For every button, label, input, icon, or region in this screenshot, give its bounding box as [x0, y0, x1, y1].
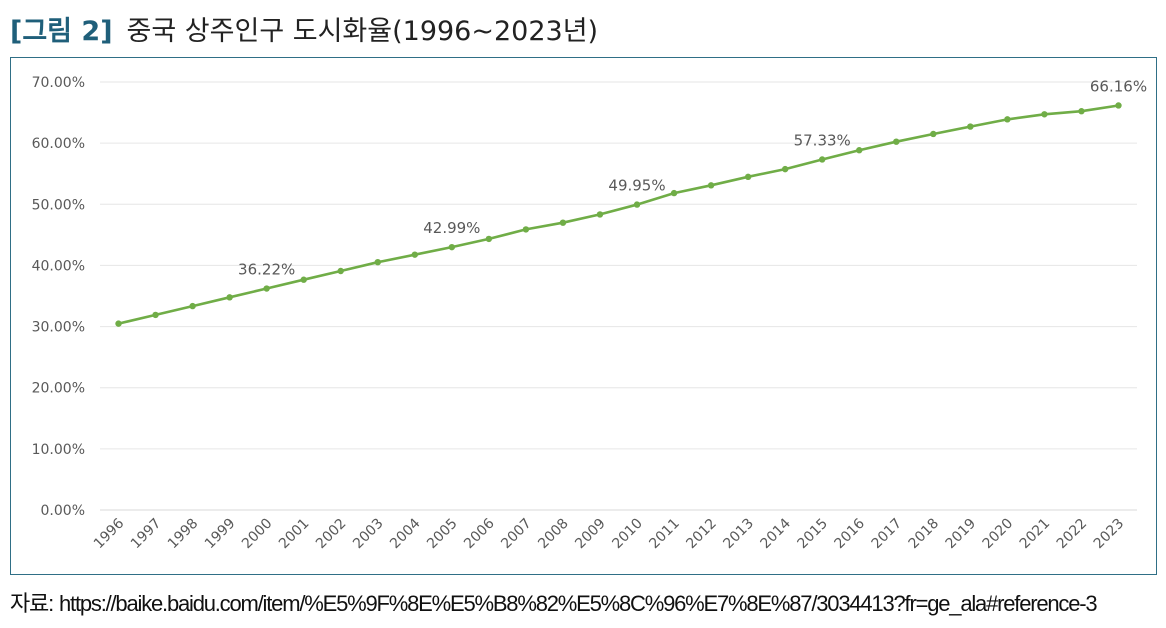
x-tick-label: 2014	[757, 515, 794, 552]
data-point	[559, 219, 567, 226]
data-point	[189, 302, 196, 310]
x-tick-label: 1996	[91, 515, 128, 552]
data-point	[744, 173, 752, 181]
data-point	[337, 267, 344, 275]
x-tick-label: 2018	[906, 516, 943, 553]
x-tick-label: 2010	[609, 516, 646, 553]
y-tick-label: 30.00%	[32, 320, 85, 336]
chart-area: 0.00% 10.00% 20.00% 30.00% 40.00% 50.00% 60.00…	[10, 57, 1157, 575]
data-point	[818, 156, 826, 163]
data-label: 36.22%	[238, 261, 295, 279]
data-point	[596, 211, 604, 218]
x-tick-label: 2013	[720, 516, 757, 553]
figure-number: [그림 2]	[10, 15, 113, 47]
source-label: 자료:	[10, 591, 54, 616]
x-tick-label: 1999	[202, 516, 239, 553]
y-tick-label: 40.00%	[32, 258, 85, 274]
data-label: 42.99%	[423, 219, 480, 237]
y-tick-label: 60.00%	[32, 136, 85, 152]
y-tick-label: 10.00%	[32, 442, 85, 458]
data-point	[485, 235, 493, 243]
data-point	[930, 130, 937, 138]
series-line	[117, 104, 1120, 325]
x-tick-label: 2016	[832, 515, 869, 552]
line-chart: 0.00% 10.00% 20.00% 30.00% 40.00% 50.00% 60.00…	[32, 75, 1147, 553]
data-point	[263, 285, 270, 292]
data-label: 57.33%	[794, 131, 851, 149]
data-point	[967, 123, 974, 130]
x-tick-label: 2004	[387, 515, 424, 552]
figure-title: [그림 2] 중국 상주인구 도시화율(1996~2023년)	[10, 8, 598, 48]
x-tick-label: 2023	[1091, 516, 1128, 553]
x-tick-label: 2009	[572, 516, 609, 553]
data-point	[670, 189, 678, 197]
data-point	[300, 276, 307, 283]
data-point	[448, 243, 456, 251]
data-point	[1078, 108, 1085, 115]
data-point	[1041, 111, 1048, 118]
data-point	[374, 258, 381, 266]
x-tick-label: 2003	[350, 516, 387, 553]
x-tick-label: 2011	[646, 516, 683, 553]
data-label: 49.95%	[608, 177, 665, 195]
data-point	[893, 138, 900, 145]
data-point	[152, 311, 159, 319]
data-point	[115, 320, 122, 327]
x-tick-label: 2005	[424, 516, 461, 553]
y-tick-label: 20.00%	[32, 381, 85, 397]
x-tick-label: 2017	[869, 516, 906, 553]
x-tick-label: 2021	[1017, 516, 1054, 553]
x-tick-label: 1998	[165, 516, 202, 553]
y-tick-label: 0.00%	[41, 503, 85, 519]
data-point	[781, 165, 789, 173]
x-tick-label: 2019	[943, 516, 980, 553]
data-point	[522, 226, 530, 233]
x-tick-label: 2007	[498, 516, 535, 553]
x-tick-label: 2001	[276, 516, 313, 553]
x-tick-label: 2012	[683, 516, 720, 553]
data-label: 66.16%	[1090, 77, 1147, 95]
y-tick-label: 70.00%	[32, 75, 85, 91]
x-tick-label: 2022	[1054, 516, 1091, 553]
x-tick-label: 1997	[128, 516, 165, 553]
x-tick-label: 2000	[239, 516, 276, 553]
data-point	[411, 251, 419, 258]
figure-title-text: 중국 상주인구 도시화율(1996~2023년)	[126, 15, 599, 47]
data-point	[707, 182, 715, 189]
source-note: 자료: https://baike.baidu.com/item/%E5%9F%8…	[10, 586, 1102, 618]
source-url: https://baike.baidu.com/item/%E5%9F%8E%E…	[59, 591, 1098, 616]
data-point	[1115, 102, 1122, 109]
x-tick-label: 2006	[461, 515, 498, 552]
data-point	[633, 201, 641, 208]
data-point	[1004, 116, 1011, 123]
x-tick-label: 2002	[313, 516, 350, 553]
x-tick-label: 2008	[535, 516, 572, 553]
x-tick-label: 2020	[980, 516, 1017, 553]
x-tick-label: 2015	[795, 516, 832, 553]
data-point	[856, 147, 863, 154]
data-point	[226, 294, 233, 301]
y-tick-label: 50.00%	[32, 197, 85, 213]
